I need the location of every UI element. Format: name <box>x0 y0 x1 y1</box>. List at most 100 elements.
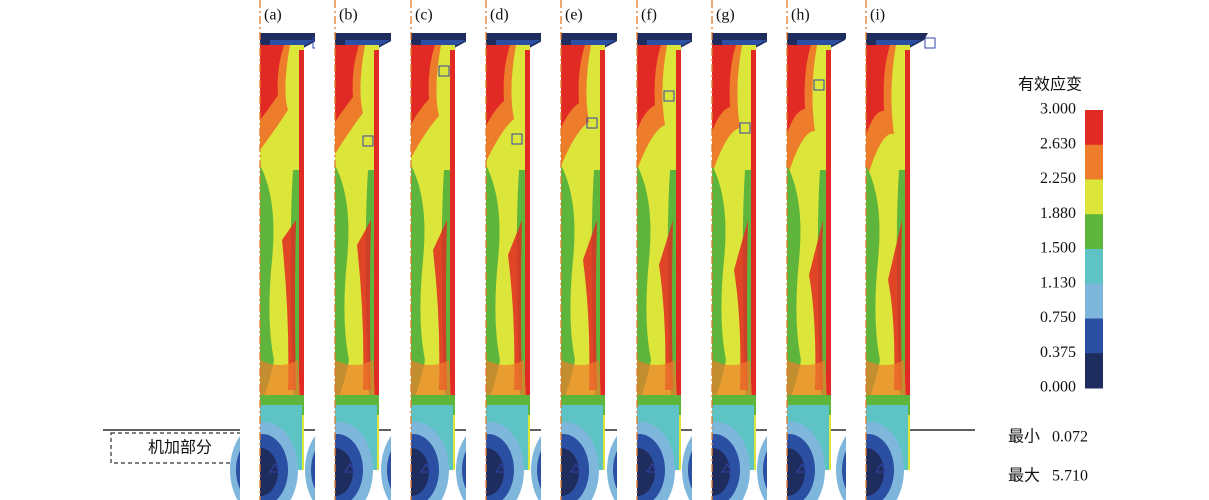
panel-mask <box>541 33 561 500</box>
panel-mask <box>910 445 930 500</box>
body-edge <box>525 50 530 410</box>
legend-swatch <box>1085 214 1103 250</box>
panel-mask <box>846 33 866 500</box>
stat-label: 最小 <box>1008 428 1040 446</box>
zone-red <box>335 45 359 122</box>
max-marker <box>813 79 825 91</box>
legend-label: 1.880 <box>1040 205 1076 222</box>
zone-green-left <box>486 165 500 405</box>
legend-swatch <box>1085 144 1103 180</box>
zone-red-right <box>659 220 673 390</box>
zone-red <box>787 45 811 134</box>
max-marker <box>438 65 450 77</box>
max-marker <box>924 37 936 49</box>
panel-label: (b) <box>339 7 358 24</box>
zone-orange-low <box>411 360 451 395</box>
contour-panel <box>230 0 324 500</box>
zone-red <box>411 45 435 124</box>
body-edge <box>676 50 681 410</box>
support-marker <box>344 463 356 473</box>
panel-label: (h) <box>791 7 810 24</box>
body-edge <box>826 50 831 410</box>
legend-label: 1.500 <box>1040 240 1076 257</box>
body-edge <box>600 50 605 410</box>
panel-label: (g) <box>716 7 735 24</box>
legend-label: 2.630 <box>1040 135 1076 152</box>
panel-label: (d) <box>490 7 509 24</box>
zone-green-left <box>712 165 726 405</box>
zone-red <box>712 45 736 132</box>
zone-red-right <box>357 220 371 390</box>
legend-swatch <box>1085 283 1103 319</box>
contour-panel <box>305 0 399 500</box>
support-marker <box>495 463 507 473</box>
support-marker <box>570 463 582 473</box>
zone-red-right <box>508 220 522 390</box>
zone-orange-low <box>712 360 752 395</box>
zone-orange-low <box>866 360 906 395</box>
body-edge <box>905 50 910 410</box>
contour-panel <box>836 0 936 500</box>
panel-mask <box>466 33 486 500</box>
annotation: 机加部分 <box>148 439 212 457</box>
contour-panel <box>757 0 851 500</box>
legend-swatch <box>1085 249 1103 285</box>
legend-swatch <box>1085 179 1103 215</box>
body-edge <box>299 50 304 410</box>
legend-swatch <box>1085 110 1103 146</box>
zone-red <box>486 45 510 126</box>
legend-title: 有效应变 <box>1018 75 1082 94</box>
body-edge <box>751 50 756 410</box>
support-marker <box>721 463 733 473</box>
panel-label: (a) <box>264 7 282 24</box>
zone-red-right <box>282 220 296 390</box>
contour-panel <box>607 0 701 500</box>
stat-label: 最大 <box>1008 467 1040 485</box>
zone-red-right <box>888 220 902 390</box>
zone-orange-low <box>561 360 601 395</box>
support-marker <box>420 463 432 473</box>
max-marker <box>663 90 675 102</box>
zone-green-left <box>561 165 575 405</box>
panel-mask <box>767 33 787 500</box>
zone-green-left <box>866 165 880 405</box>
panel-mask <box>315 33 335 500</box>
zone-orange-low <box>486 360 526 395</box>
zone-orange-low <box>260 360 300 395</box>
legend-label: 0.750 <box>1040 309 1076 326</box>
panel-mask <box>391 33 411 500</box>
max-marker <box>362 135 374 147</box>
panel-mask <box>692 33 712 500</box>
contour-panel <box>381 0 475 500</box>
zone-red-right <box>583 220 597 390</box>
panel-mask <box>617 33 637 500</box>
panel-mask <box>240 33 260 500</box>
max-marker <box>586 117 598 129</box>
zone-red <box>260 45 284 120</box>
support-marker <box>875 463 887 473</box>
legend-label: 2.250 <box>1040 170 1076 187</box>
zone-red <box>866 45 890 136</box>
support-marker <box>269 463 281 473</box>
stat-value: 0.072 <box>1052 429 1088 446</box>
contour-panel <box>456 0 550 500</box>
panel-label: (i) <box>870 7 885 24</box>
contour-panel <box>531 0 625 500</box>
panel-label: (e) <box>565 7 583 24</box>
panel-label: (f) <box>641 7 657 24</box>
zone-green-left <box>335 165 349 405</box>
legend-label: 0.375 <box>1040 344 1076 361</box>
zone-red-right <box>433 220 447 390</box>
support-marker <box>646 463 658 473</box>
support-marker <box>796 463 808 473</box>
legend-label: 1.130 <box>1040 274 1076 291</box>
legend-swatch <box>1085 318 1103 354</box>
zone-red <box>637 45 661 130</box>
body-edge <box>374 50 379 410</box>
max-marker <box>739 122 751 134</box>
zone-red-right <box>809 220 823 390</box>
contour-panel <box>682 0 776 500</box>
legend-label: 3.000 <box>1040 101 1076 118</box>
body-edge <box>450 50 455 410</box>
